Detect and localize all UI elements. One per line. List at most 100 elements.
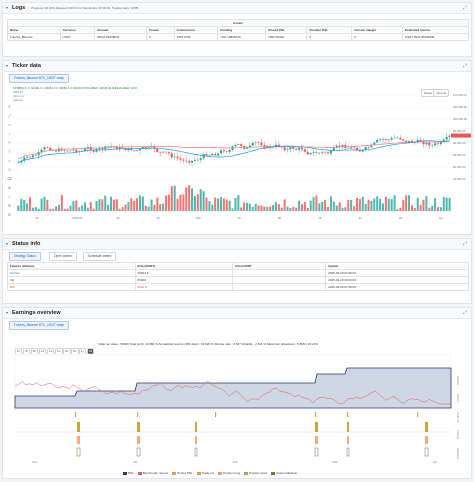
table-cell: 0 [351,33,403,41]
ticker-header[interactable]: ▾ Ticker data ⤢ [3,61,471,72]
table-cell: 99941.9 [134,269,234,277]
candle-body [353,147,356,148]
candle-body [34,155,37,156]
volume-bar [246,202,249,211]
collapse-icon[interactable]: ▾ [6,63,9,68]
volume-bar [83,202,87,211]
volume-bar [300,204,304,211]
status-header[interactable]: ▾ Status info ⤢ [3,239,471,250]
volume-bar [312,197,315,211]
text-icon[interactable]: T [8,150,11,154]
sma-fast-label: SMA 50 [13,90,23,94]
fib-icon[interactable]: ≡ [8,123,11,127]
candle-body [234,144,237,147]
tab-earnings-btc[interactable]: Futures_Binance BTC_USDT swap [9,321,70,330]
volume-bar [384,196,387,211]
table-cell: Current [7,269,136,277]
volume-bar [101,199,104,211]
zoom-icon[interactable]: ⊕ [8,186,11,190]
candle-body [332,147,335,151]
volume-bar [31,207,34,211]
tab-open-orders[interactable]: Open orders [49,252,77,261]
volume-bar [115,199,118,211]
legend-swatch [172,471,177,475]
maximize-icon[interactable]: ⤢ [462,241,467,247]
candle-body [37,152,40,156]
legend-item[interactable]: PNL [123,471,134,475]
volume-bar [254,203,257,211]
candle-body [329,150,332,154]
list-icon[interactable]: ☰ [7,204,12,208]
position-bar [347,436,349,444]
emoji-icon[interactable]: ☺ [7,159,12,163]
legend-item[interactable]: Asset utilization [271,471,297,475]
candle-body [367,147,370,148]
volume-bar [405,195,408,211]
erase-icon[interactable]: ⌫ [7,177,12,181]
volume-bar [286,206,289,211]
maximize-icon[interactable]: ⤢ [462,63,467,69]
x-tick-label: 08 [278,216,282,220]
candle-body [89,147,92,151]
volume-bar [434,197,437,211]
volume-bar [257,205,260,211]
tab-strategy-status[interactable]: Strategy Status [9,252,41,261]
candle-body [66,150,69,152]
candle-body [29,156,32,158]
collapse-icon[interactable]: ▾ [6,310,9,315]
candle-body [193,159,196,161]
trade-vol-bar [137,422,140,432]
legend-item[interactable]: Trade vol [196,471,214,475]
maximize-icon[interactable]: ⤢ [462,5,467,11]
candle-body [185,160,188,162]
column-header: Price/USDT [232,262,327,270]
candle-body [222,150,225,152]
logs-header[interactable]: ▾ Logs Progress: 99.92% (Elapsed: 00:00:… [3,3,471,14]
crosshair-icon[interactable]: ✛ [8,105,11,109]
earnings-header[interactable]: ▾ Earnings overview ⤢ [3,308,471,319]
legend-item[interactable]: Position long [217,471,240,475]
volume-bar [133,200,136,211]
table-cell: Init [7,276,136,284]
volume-bar [138,195,141,211]
volume-bar [358,199,361,211]
target-icon[interactable]: ⌖ [8,132,11,136]
volume-bar [396,208,399,211]
measure-icon[interactable]: ⚲ [8,168,11,172]
tab-schedule-orders[interactable]: Schedule orders [83,252,117,261]
candle-body [182,159,185,161]
earnings-legend: PNL Benchmark returns Period PNL Trade vol P… [123,470,301,475]
legend-item[interactable]: Period PNL [172,471,193,475]
x-tick-label: 22 [359,216,363,220]
collapse-icon[interactable]: ▾ [6,241,9,246]
volume-bar [43,196,46,211]
volume-bar [370,200,373,211]
candlestick-chart[interactable]: 110,000.00 105,000.00 100,000.00 95,000.00 9… [3,91,473,231]
check-icon[interactable]: ✓ [8,195,11,199]
position-bar [195,436,197,444]
candle-body [387,139,390,141]
volume-bar [266,206,269,211]
collapse-icon[interactable]: ▾ [6,5,9,10]
legend-item[interactable]: Benchmark returns [137,471,168,475]
volume-bar [49,208,52,211]
candle-body [138,149,141,151]
legend-item[interactable]: Position short [244,471,267,475]
candle-body [439,141,442,145]
period-pnl-bar [137,412,139,417]
volume-bar [402,200,405,211]
settings-icon[interactable]: ⚙ [7,213,12,217]
trendline-icon[interactable]: ╱ [8,114,11,118]
trade-vol-bar [425,422,428,432]
status-panel: ▾ Status info ⤢ Strategy Status Open ord… [2,238,472,304]
auto-fit-button[interactable]: Auto-fit [433,89,449,97]
earnings-chart[interactable]: Returns Period Trade vol Position Utilizatio… [3,346,473,466]
candle-body [303,149,306,152]
candle-body [341,144,344,147]
brush-icon[interactable]: ✎ [8,141,11,145]
volume-bar [112,199,115,211]
maximize-icon[interactable]: ⤢ [462,310,467,316]
tab-btc-usdt-swap[interactable]: Futures_Binance BTC_USDT swap [9,74,70,83]
candle-body [289,147,292,150]
x-tick-label: Mar [196,216,201,220]
